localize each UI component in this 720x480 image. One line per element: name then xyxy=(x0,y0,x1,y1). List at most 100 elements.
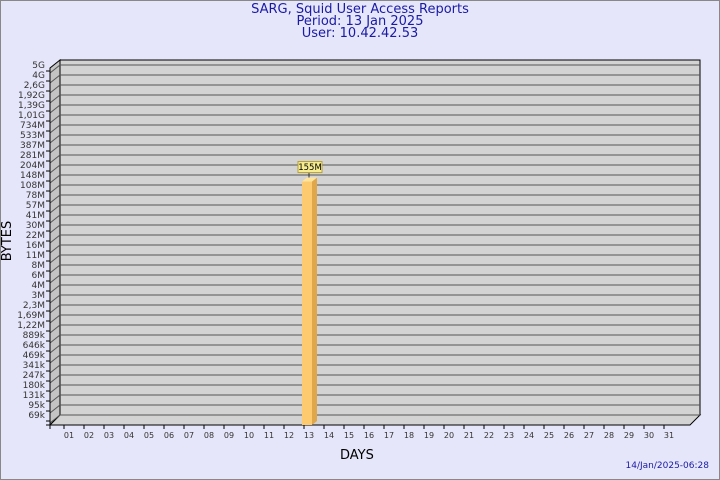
y-tick-label: 387M xyxy=(20,141,45,151)
y-tick-label: 5G xyxy=(32,61,45,71)
x-tick-label: 28 xyxy=(604,431,614,440)
y-tick-label: 78M xyxy=(26,191,45,201)
x-tick-label: 19 xyxy=(424,431,434,440)
y-tick-label: 889k xyxy=(23,331,46,341)
gridline-side xyxy=(49,244,61,254)
bar-front xyxy=(302,181,312,425)
gridline-side xyxy=(49,74,61,84)
gridline-side xyxy=(49,194,61,204)
y-tick-label: 1,01G xyxy=(18,111,45,121)
data-label: 155M xyxy=(298,163,322,173)
x-tick-label: 08 xyxy=(204,431,214,440)
y-tick-label: 1,69M xyxy=(17,311,45,321)
gridline-side xyxy=(49,134,61,144)
y-tick-label: 2,3M xyxy=(23,301,45,311)
gridline-side xyxy=(49,144,61,154)
y-tick-label: 108M xyxy=(20,181,45,191)
side-wall xyxy=(49,58,61,427)
y-tick-label: 8M xyxy=(32,261,46,271)
y-tick-label: 148M xyxy=(20,171,45,181)
gridline-side xyxy=(49,184,61,194)
x-tick-label: 20 xyxy=(444,431,454,440)
y-tick-label: 22M xyxy=(26,231,45,241)
y-tick-label: 204M xyxy=(20,161,45,171)
gridline-side xyxy=(49,414,61,424)
gridline-side xyxy=(49,314,61,324)
gridline-side xyxy=(49,294,61,304)
x-tick-label: 01 xyxy=(64,431,74,440)
y-tick-label: 69k xyxy=(28,411,45,421)
gridline-side xyxy=(49,204,61,214)
y-tick-label: 57M xyxy=(26,201,45,211)
back-wall xyxy=(59,59,701,416)
gridline-side xyxy=(49,384,61,394)
x-tick-label: 24 xyxy=(524,431,534,440)
gridline-side xyxy=(49,274,61,284)
gridline-side xyxy=(49,344,61,354)
chart-period: Period: 13 Jan 2025 xyxy=(296,14,424,29)
y-tick-label: 1,22M xyxy=(17,321,45,331)
y-tick-label: 30M xyxy=(26,221,45,231)
floor xyxy=(48,414,702,426)
x-tick-label: 14 xyxy=(324,431,334,440)
gridline-side xyxy=(49,94,61,104)
y-tick-label: 734M xyxy=(20,121,45,131)
y-tick-label: 16M xyxy=(26,241,45,251)
x-tick-label: 29 xyxy=(624,431,634,440)
x-tick-label: 06 xyxy=(164,431,174,440)
y-tick-label: 3M xyxy=(32,291,46,301)
x-tick-label: 30 xyxy=(644,431,654,440)
x-tick-label: 03 xyxy=(104,431,114,440)
y-tick-label: 11M xyxy=(26,251,45,261)
x-tick-label: 22 xyxy=(484,431,494,440)
x-tick-label: 05 xyxy=(144,431,154,440)
gridline-side xyxy=(49,334,61,344)
y-tick-label: 6M xyxy=(32,271,46,281)
y-tick-label: 4G xyxy=(32,71,45,81)
gridline-side xyxy=(49,284,61,294)
gridline-side xyxy=(49,84,61,94)
gridline-side xyxy=(49,394,61,404)
gridline-side xyxy=(49,154,61,164)
gridline-side xyxy=(49,124,61,134)
chart-user: User: 10.42.42.53 xyxy=(301,26,419,41)
x-tick-label: 31 xyxy=(664,431,674,440)
x-tick-label: 15 xyxy=(344,431,354,440)
x-tick-label: 11 xyxy=(264,431,274,440)
y-tick-label: 4M xyxy=(32,281,46,291)
x-tick-label: 26 xyxy=(564,431,574,440)
y-tick-label: 341k xyxy=(23,361,46,371)
x-tick-label: 25 xyxy=(544,431,554,440)
chart-title: SARG, Squid User Access Reports xyxy=(251,2,469,17)
y-tick-label: 247k xyxy=(23,371,46,381)
gridline-side xyxy=(49,404,61,414)
y-tick-label: 533M xyxy=(20,131,45,141)
footer-timestamp: 14/Jan/2025-06:28 xyxy=(625,461,709,471)
x-tick-label: 02 xyxy=(84,431,94,440)
gridline-side xyxy=(49,304,61,314)
gridline-side xyxy=(49,114,61,124)
x-tick-label: 09 xyxy=(224,431,234,440)
x-tick-label: 17 xyxy=(384,431,394,440)
gridline-side xyxy=(49,214,61,224)
gridline-side xyxy=(49,354,61,364)
gridline-side xyxy=(49,254,61,264)
gridline-side xyxy=(49,224,61,234)
y-tick-label: 180k xyxy=(23,381,46,391)
bar-side xyxy=(312,177,317,425)
gridline-side xyxy=(49,364,61,374)
x-tick-label: 04 xyxy=(124,431,134,440)
gridline-side xyxy=(49,374,61,384)
x-tick-label: 21 xyxy=(464,431,474,440)
x-tick-label: 12 xyxy=(284,431,294,440)
gridline-side xyxy=(49,174,61,184)
x-tick-label: 13 xyxy=(304,431,314,440)
data-label-box xyxy=(297,161,323,174)
y-tick-label: 469k xyxy=(23,351,46,361)
gridline-side xyxy=(49,164,61,174)
x-tick-label: 18 xyxy=(404,431,414,440)
x-tick-label: 23 xyxy=(504,431,514,440)
gridline-side xyxy=(49,64,61,74)
